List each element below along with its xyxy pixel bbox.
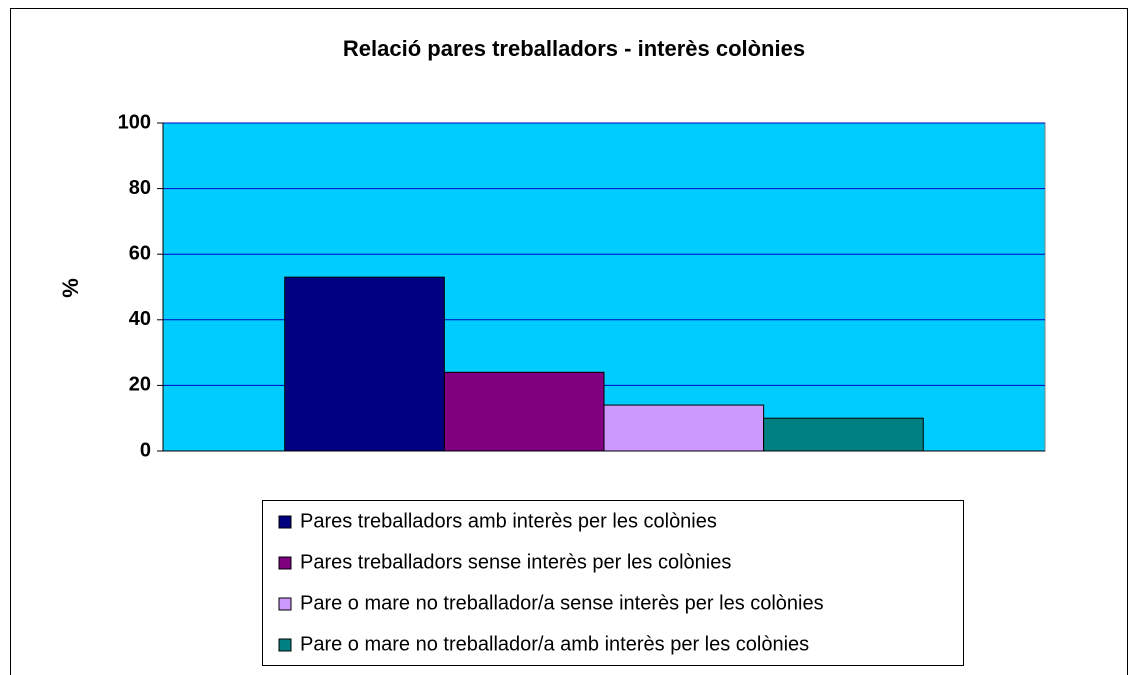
legend-swatch — [278, 638, 292, 652]
bar — [603, 404, 765, 452]
y-tick-label: 60 — [129, 242, 151, 264]
y-tick-label: 20 — [129, 374, 151, 396]
y-tick-label: 40 — [129, 308, 151, 330]
chart-title: Relació pares treballadors - interès col… — [343, 36, 805, 61]
bar — [284, 276, 445, 452]
legend-box — [262, 500, 964, 666]
legend-swatch — [278, 556, 292, 570]
y-tick-label: 80 — [129, 177, 151, 199]
bar — [763, 417, 924, 452]
y-tick-label: 0 — [140, 439, 151, 461]
legend-label: Pare o mare no treballador/a sense inter… — [300, 592, 824, 614]
y-axis-label: % — [58, 278, 83, 298]
y-tick-label: 100 — [118, 111, 151, 133]
legend-swatch — [278, 515, 292, 529]
legend-label: Pare o mare no treballador/a amb interès… — [300, 633, 809, 655]
bar — [443, 371, 605, 452]
legend-label: Pares treballadors amb interès per les c… — [300, 510, 717, 532]
legend-label: Pares treballadors sense interès per les… — [300, 551, 731, 573]
legend-swatch — [278, 597, 292, 611]
